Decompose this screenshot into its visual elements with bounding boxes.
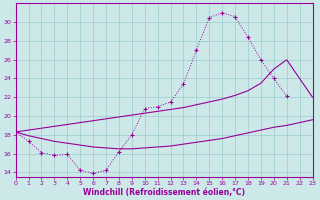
X-axis label: Windchill (Refroidissement éolien,°C): Windchill (Refroidissement éolien,°C) [83, 188, 245, 197]
